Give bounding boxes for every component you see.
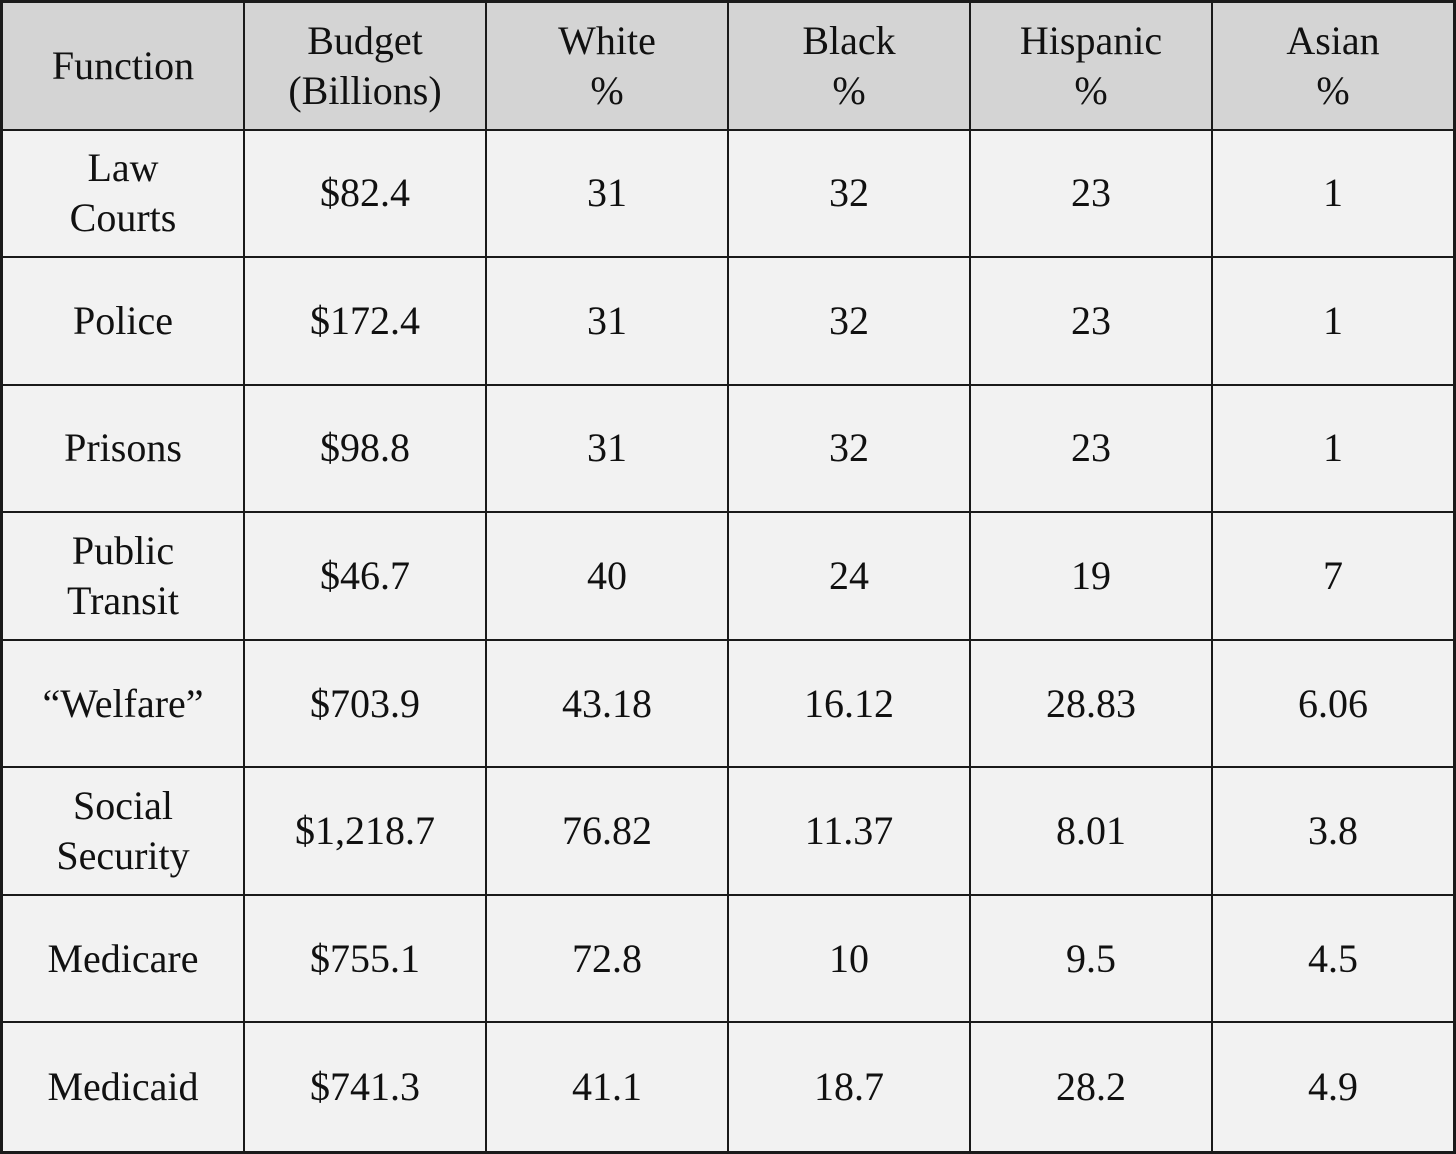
row-public-transit-hispanic: 19	[971, 513, 1213, 641]
row-welfare-asian: 6.06	[1213, 640, 1453, 769]
row-prisons-function: Prisons	[3, 385, 245, 514]
row-medicare-hispanic: 9.5	[971, 895, 1213, 1024]
row-welfare-white: 43.18	[487, 640, 729, 769]
row-medicare-function: Medicare	[3, 895, 245, 1024]
row-medicaid-hispanic: 28.2	[971, 1023, 1213, 1151]
row-prisons-black: 32	[729, 385, 971, 514]
row-medicare-asian: 4.5	[1213, 895, 1453, 1024]
row-public-transit-black: 24	[729, 513, 971, 641]
row-police-function: Police	[3, 258, 245, 386]
row-prisons-hispanic: 23	[971, 385, 1213, 514]
row-public-transit-budget: $46.7	[245, 513, 487, 641]
row-social-security-asian: 3.8	[1213, 768, 1453, 896]
row-social-security-hispanic: 8.01	[971, 768, 1213, 896]
row-medicaid-function: Medicaid	[3, 1023, 245, 1151]
row-social-security-budget: $1,218.7	[245, 768, 487, 896]
row-police-budget: $172.4	[245, 258, 487, 386]
row-public-transit-function: Public Transit	[3, 513, 245, 641]
row-public-transit-white: 40	[487, 513, 729, 641]
row-public-transit-asian: 7	[1213, 513, 1453, 641]
row-law-courts-function: Law Courts	[3, 130, 245, 259]
row-police-hispanic: 23	[971, 258, 1213, 386]
row-prisons-asian: 1	[1213, 385, 1453, 514]
row-police-asian: 1	[1213, 258, 1453, 386]
row-police-black: 32	[729, 258, 971, 386]
header-hispanic: Hispanic %	[971, 3, 1213, 131]
row-law-courts-white: 31	[487, 130, 729, 259]
row-prisons-budget: $98.8	[245, 385, 487, 514]
row-law-courts-hispanic: 23	[971, 130, 1213, 259]
row-social-security-white: 76.82	[487, 768, 729, 896]
row-police-white: 31	[487, 258, 729, 386]
row-welfare-function: “Welfare”	[3, 640, 245, 769]
header-black: Black %	[729, 3, 971, 131]
row-medicare-white: 72.8	[487, 895, 729, 1024]
row-medicaid-budget: $741.3	[245, 1023, 487, 1151]
header-function: Function	[3, 3, 245, 131]
header-white: White %	[487, 3, 729, 131]
row-medicaid-white: 41.1	[487, 1023, 729, 1151]
row-law-courts-asian: 1	[1213, 130, 1453, 259]
row-welfare-hispanic: 28.83	[971, 640, 1213, 769]
row-medicaid-black: 18.7	[729, 1023, 971, 1151]
row-welfare-budget: $703.9	[245, 640, 487, 769]
row-social-security-black: 11.37	[729, 768, 971, 896]
row-law-courts-budget: $82.4	[245, 130, 487, 259]
row-social-security-function: Social Security	[3, 768, 245, 896]
row-medicare-black: 10	[729, 895, 971, 1024]
row-welfare-black: 16.12	[729, 640, 971, 769]
row-prisons-white: 31	[487, 385, 729, 514]
header-budget: Budget (Billions)	[245, 3, 487, 131]
header-asian: Asian %	[1213, 3, 1453, 131]
row-medicare-budget: $755.1	[245, 895, 487, 1024]
row-medicaid-asian: 4.9	[1213, 1023, 1453, 1151]
row-law-courts-black: 32	[729, 130, 971, 259]
